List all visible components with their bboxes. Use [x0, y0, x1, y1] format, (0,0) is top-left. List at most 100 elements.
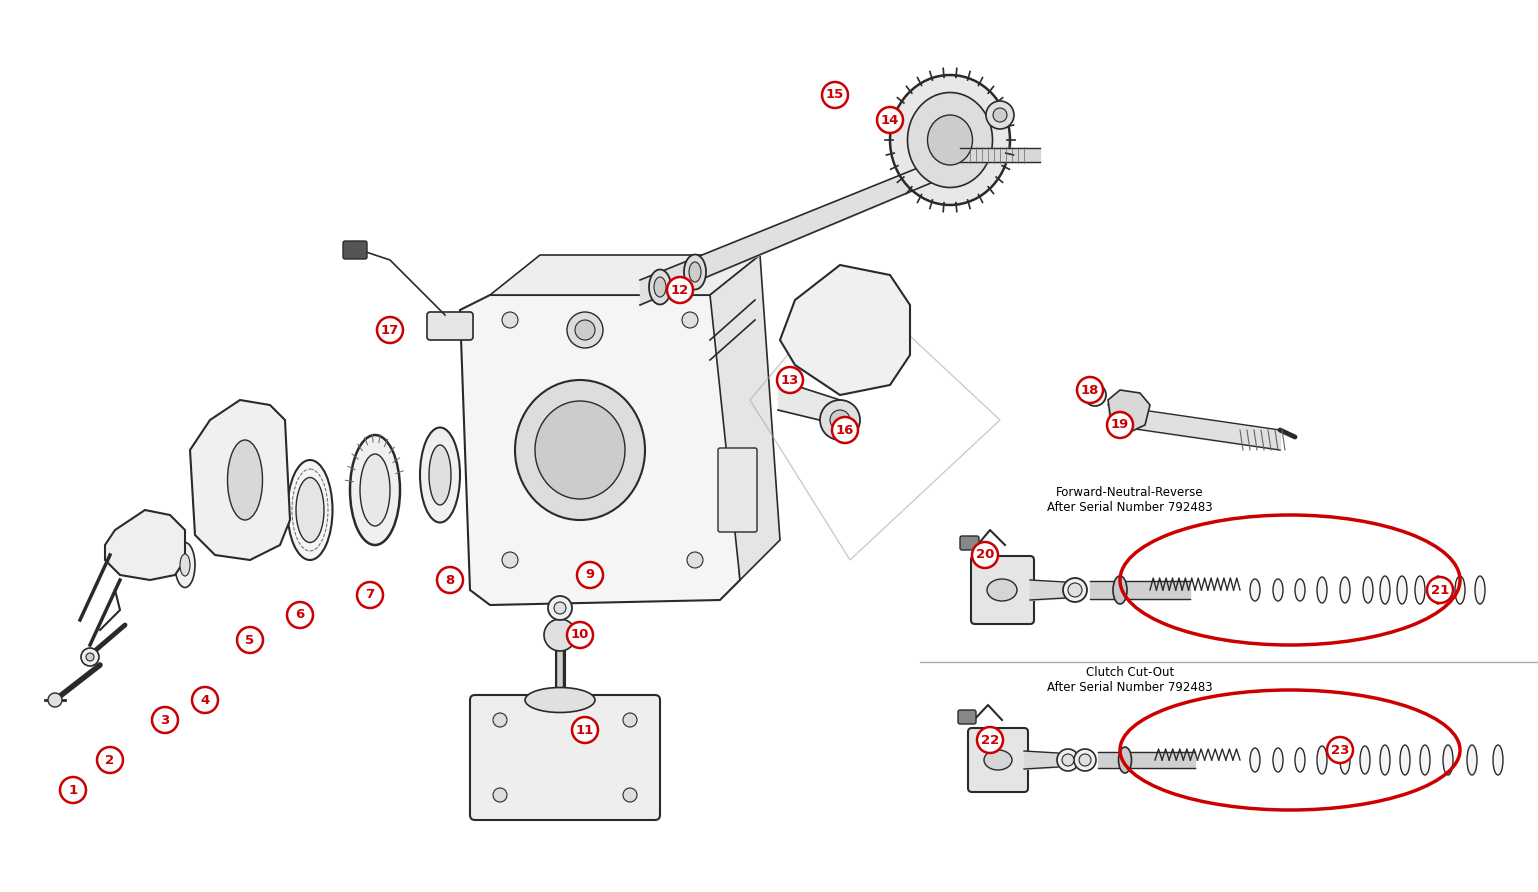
- Text: 14: 14: [881, 113, 900, 127]
- Text: 13: 13: [781, 374, 800, 386]
- Ellipse shape: [684, 254, 706, 290]
- Text: 9: 9: [586, 568, 595, 582]
- Circle shape: [437, 567, 463, 593]
- Ellipse shape: [1363, 577, 1373, 603]
- Circle shape: [1080, 754, 1090, 766]
- Circle shape: [152, 707, 178, 733]
- Circle shape: [575, 320, 595, 340]
- Ellipse shape: [689, 262, 701, 282]
- Ellipse shape: [984, 750, 1012, 770]
- Circle shape: [577, 562, 603, 588]
- Circle shape: [86, 653, 94, 661]
- Ellipse shape: [1380, 576, 1390, 604]
- Circle shape: [1067, 583, 1083, 597]
- Ellipse shape: [228, 440, 263, 520]
- Circle shape: [972, 542, 998, 568]
- Circle shape: [1074, 749, 1097, 771]
- Circle shape: [572, 717, 598, 743]
- Ellipse shape: [1273, 579, 1283, 601]
- Text: 1: 1: [68, 783, 77, 797]
- FancyBboxPatch shape: [967, 728, 1027, 792]
- Ellipse shape: [1295, 748, 1306, 772]
- Ellipse shape: [927, 115, 972, 165]
- Text: 19: 19: [1110, 418, 1129, 432]
- Text: 21: 21: [1430, 583, 1449, 597]
- Circle shape: [48, 693, 62, 707]
- Circle shape: [986, 101, 1014, 129]
- Circle shape: [667, 277, 694, 303]
- Circle shape: [554, 602, 566, 614]
- Text: 15: 15: [826, 88, 844, 102]
- Circle shape: [1427, 577, 1453, 603]
- Ellipse shape: [288, 460, 332, 560]
- Polygon shape: [491, 255, 760, 295]
- Circle shape: [544, 619, 577, 651]
- Ellipse shape: [1475, 576, 1486, 604]
- Circle shape: [97, 747, 123, 773]
- Ellipse shape: [1250, 748, 1260, 772]
- Circle shape: [623, 788, 637, 802]
- Text: 8: 8: [446, 574, 455, 587]
- Circle shape: [237, 627, 263, 653]
- Ellipse shape: [1443, 745, 1453, 775]
- Text: 20: 20: [975, 549, 994, 561]
- Circle shape: [60, 777, 86, 803]
- Text: 3: 3: [160, 714, 169, 726]
- Circle shape: [494, 788, 508, 802]
- Circle shape: [1084, 384, 1106, 406]
- Ellipse shape: [1455, 576, 1466, 604]
- Text: 22: 22: [981, 733, 1000, 747]
- Ellipse shape: [1433, 576, 1443, 604]
- Text: Forward-Neutral-Reverse
After Serial Number 792483: Forward-Neutral-Reverse After Serial Num…: [1047, 486, 1213, 514]
- FancyBboxPatch shape: [428, 312, 474, 340]
- Polygon shape: [460, 295, 740, 605]
- FancyBboxPatch shape: [718, 448, 757, 532]
- Circle shape: [1063, 578, 1087, 602]
- Ellipse shape: [1467, 745, 1476, 775]
- Ellipse shape: [1415, 576, 1426, 604]
- Text: 10: 10: [571, 629, 589, 641]
- FancyBboxPatch shape: [958, 710, 977, 724]
- Ellipse shape: [1295, 579, 1306, 601]
- Ellipse shape: [1397, 576, 1407, 604]
- Ellipse shape: [649, 269, 671, 304]
- Circle shape: [1107, 412, 1134, 438]
- Circle shape: [821, 82, 847, 108]
- Ellipse shape: [175, 542, 195, 588]
- Ellipse shape: [1340, 577, 1350, 603]
- Text: 12: 12: [671, 284, 689, 296]
- Circle shape: [377, 317, 403, 343]
- Circle shape: [357, 582, 383, 608]
- Circle shape: [568, 312, 603, 348]
- Text: 2: 2: [106, 754, 114, 766]
- Ellipse shape: [295, 477, 325, 542]
- Circle shape: [501, 312, 518, 328]
- Ellipse shape: [429, 445, 451, 505]
- Circle shape: [1063, 754, 1074, 766]
- FancyBboxPatch shape: [970, 556, 1034, 624]
- Ellipse shape: [1118, 747, 1132, 773]
- Circle shape: [494, 713, 508, 727]
- Ellipse shape: [515, 380, 644, 520]
- Circle shape: [1089, 389, 1101, 401]
- Circle shape: [1077, 377, 1103, 403]
- Polygon shape: [780, 265, 910, 395]
- Circle shape: [1057, 749, 1080, 771]
- Text: 17: 17: [381, 324, 400, 336]
- Ellipse shape: [1400, 745, 1410, 775]
- Circle shape: [82, 648, 98, 666]
- Ellipse shape: [524, 688, 595, 713]
- Text: 18: 18: [1081, 384, 1100, 397]
- Circle shape: [820, 400, 860, 440]
- Circle shape: [687, 552, 703, 568]
- Ellipse shape: [1493, 745, 1503, 775]
- Circle shape: [623, 713, 637, 727]
- Circle shape: [681, 312, 698, 328]
- Circle shape: [777, 367, 803, 393]
- Text: 5: 5: [246, 633, 255, 647]
- Ellipse shape: [907, 93, 992, 187]
- FancyBboxPatch shape: [343, 241, 368, 259]
- Circle shape: [192, 687, 218, 713]
- Ellipse shape: [1250, 579, 1260, 601]
- Polygon shape: [711, 255, 780, 580]
